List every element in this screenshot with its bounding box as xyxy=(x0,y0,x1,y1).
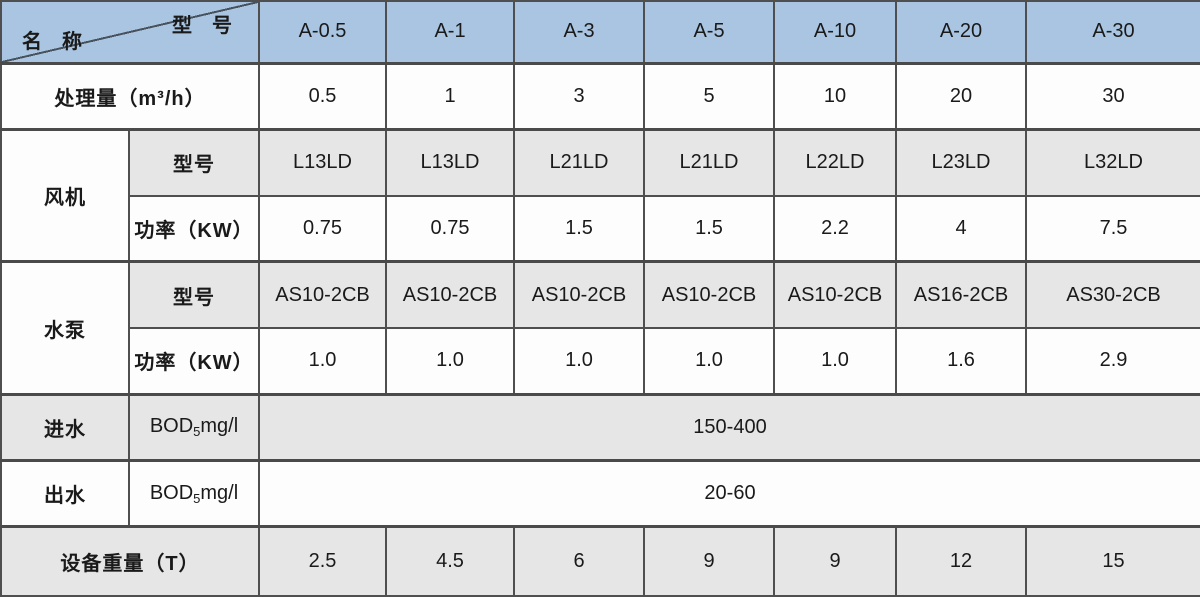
corner-header-cell: 型 号 名 称 xyxy=(0,0,260,65)
pump-model-cell: AS10-2CB xyxy=(385,260,515,330)
fan-power-cell: 1.5 xyxy=(643,194,775,263)
model-column-header: A-1 xyxy=(385,0,515,65)
fan-model-cell: L32LD xyxy=(1025,127,1200,197)
pump-power-cell: 1.6 xyxy=(895,327,1027,396)
throughput-value-cell: 1 xyxy=(385,61,515,131)
fan-power-label: 功率（KW） xyxy=(128,194,260,263)
model-column-header: A-30 xyxy=(1025,0,1200,65)
pump-power-cell: 1.0 xyxy=(513,327,645,396)
throughput-value-cell: 5 xyxy=(643,61,775,131)
influent-range-cell: 150-400 xyxy=(258,392,1200,462)
bod-subscript: 5 xyxy=(193,424,201,440)
fan-group-label: 风机 xyxy=(0,127,130,263)
fan-power-cell: 2.2 xyxy=(773,194,897,263)
throughput-row: 处理量（m³/h） 0.5 1 3 5 10 20 30 xyxy=(0,61,1200,131)
throughput-value-cell: 0.5 xyxy=(258,61,387,131)
pump-power-cell: 1.0 xyxy=(643,327,775,396)
throughput-value-cell: 10 xyxy=(773,61,897,131)
weight-value-cell: 9 xyxy=(643,525,775,597)
effluent-label: 出水 xyxy=(0,459,130,528)
pump-model-cell: AS10-2CB xyxy=(513,260,645,330)
weight-value-cell: 6 xyxy=(513,525,645,597)
name-axis-label: 名 称 xyxy=(22,30,82,53)
pump-group-label: 水泵 xyxy=(0,260,130,396)
weight-value-cell: 9 xyxy=(773,525,897,597)
weight-value-cell: 12 xyxy=(895,525,1027,597)
pump-model-row: 水泵 型号 AS10-2CB AS10-2CB AS10-2CB AS10-2C… xyxy=(0,260,1200,396)
fan-power-row: 功率（KW） 0.75 0.75 1.5 1.5 2.2 4 7.5 xyxy=(1,194,1200,263)
weight-value-cell: 15 xyxy=(1025,525,1200,597)
fan-model-cell: L22LD xyxy=(773,127,897,197)
effluent-row: 出水 BOD5mg/l 20-60 xyxy=(0,459,1200,528)
pump-model-cell: AS10-2CB xyxy=(643,260,775,330)
effluent-param-label: BOD5mg/l xyxy=(128,459,260,528)
fan-power-cell: 0.75 xyxy=(385,194,515,263)
influent-row: 进水 BOD5mg/l 150-400 xyxy=(0,392,1200,462)
fan-model-cell: L13LD xyxy=(258,127,387,197)
influent-label: 进水 xyxy=(0,392,130,462)
model-column-header: A-10 xyxy=(773,0,897,65)
fan-model-cell: L21LD xyxy=(643,127,775,197)
throughput-value-cell: 3 xyxy=(513,61,645,131)
fan-model-row: 风机 型号 L13LD L13LD L21LD L21LD L22LD L23L… xyxy=(0,127,1200,263)
influent-param-label: BOD5mg/l xyxy=(128,392,260,462)
pump-model-cell: AS10-2CB xyxy=(773,260,897,330)
throughput-label: 处理量（m³/h） xyxy=(0,61,260,131)
pump-power-label: 功率（KW） xyxy=(128,327,260,396)
model-axis-label: 型 号 xyxy=(172,15,232,37)
weight-value-cell: 2.5 xyxy=(258,525,387,597)
model-column-header: A-20 xyxy=(895,0,1027,65)
pump-model-cell: AS30-2CB xyxy=(1025,260,1200,330)
throughput-value-cell: 30 xyxy=(1025,61,1200,131)
fan-power-cell: 1.5 xyxy=(513,194,645,263)
fan-model-cell: L13LD xyxy=(385,127,515,197)
pump-model-label: 型号 xyxy=(128,260,260,330)
pump-power-row: 功率（KW） 1.0 1.0 1.0 1.0 1.0 1.6 2.9 xyxy=(1,327,1200,396)
fan-power-cell: 0.75 xyxy=(258,194,387,263)
pump-model-cell: AS16-2CB xyxy=(895,260,1027,330)
throughput-value-cell: 20 xyxy=(895,61,1027,131)
model-column-header: A-5 xyxy=(643,0,775,65)
pump-power-cell: 1.0 xyxy=(385,327,515,396)
pump-power-cell: 1.0 xyxy=(258,327,387,396)
pump-power-cell: 1.0 xyxy=(773,327,897,396)
fan-power-cell: 4 xyxy=(895,194,1027,263)
bod-subscript: 5 xyxy=(193,490,201,506)
weight-value-cell: 4.5 xyxy=(385,525,515,597)
fan-power-cell: 7.5 xyxy=(1025,194,1200,263)
pump-model-cell: AS10-2CB xyxy=(258,260,387,330)
fan-model-cell: L23LD xyxy=(895,127,1027,197)
weight-row: 设备重量（T） 2.5 4.5 6 9 9 12 15 xyxy=(0,525,1200,597)
pump-power-cell: 2.9 xyxy=(1025,327,1200,396)
model-column-header: A-0.5 xyxy=(258,0,387,65)
fan-model-cell: L21LD xyxy=(513,127,645,197)
weight-label: 设备重量（T） xyxy=(0,525,260,597)
header-row: 型 号 名 称 A-0.5 A-1 A-3 A-5 A-10 A-20 A-30 xyxy=(0,0,1200,65)
effluent-range-cell: 20-60 xyxy=(258,459,1200,528)
model-column-header: A-3 xyxy=(513,0,645,65)
fan-model-label: 型号 xyxy=(128,127,260,197)
